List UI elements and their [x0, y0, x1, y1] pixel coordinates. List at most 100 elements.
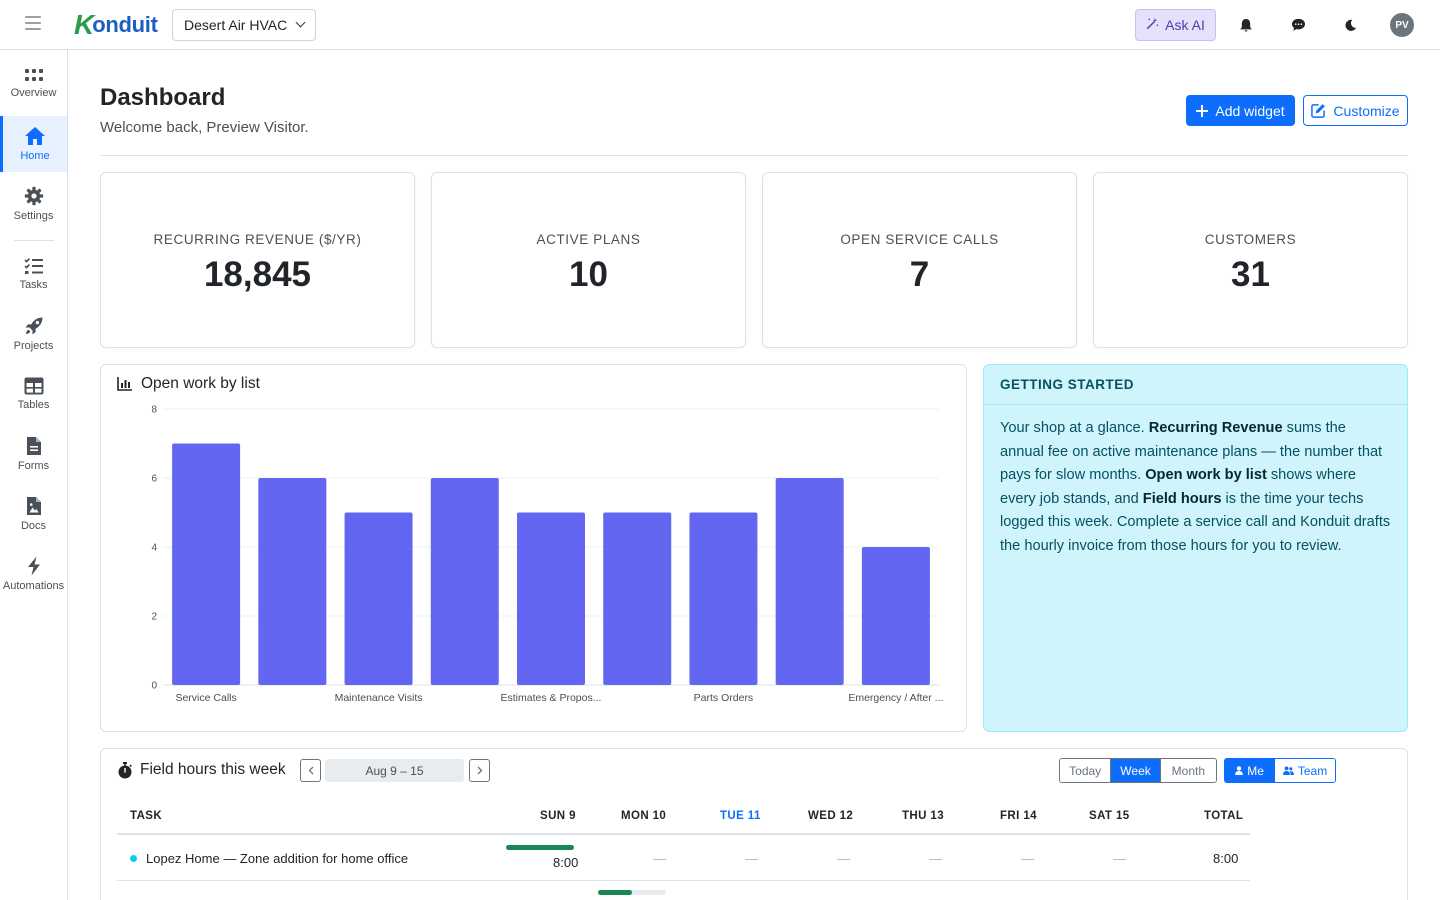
lightning-icon: [27, 556, 40, 576]
task-cell: Lopez Home — Zone addition for home offi…: [130, 851, 408, 866]
moon-icon[interactable]: [1339, 14, 1361, 36]
sidebar-item-label: Tasks: [19, 279, 48, 291]
add-widget-label: Add widget: [1215, 102, 1285, 119]
scope-team-button[interactable]: Team: [1274, 759, 1335, 782]
column-header-thu: Thu 13: [902, 810, 945, 822]
customize-button[interactable]: Customize: [1303, 95, 1408, 126]
column-header-sun: Sun 9: [540, 810, 576, 822]
sun-hours-cell: 8:00: [553, 855, 579, 870]
scope-me-label: Me: [1247, 763, 1264, 778]
menu-icon[interactable]: [25, 16, 41, 30]
table-header-row: Task Sun 9 Mon 10 Tue 11 Wed 12 Thu 13 F…: [117, 799, 1250, 835]
ask-ai-button[interactable]: Ask AI: [1135, 9, 1216, 41]
table-row[interactable]: [117, 881, 1250, 900]
chart-title-text: Open work by list: [141, 375, 260, 392]
people-icon: [1282, 766, 1294, 775]
text-segment: Your shop at a glance.: [1000, 420, 1149, 436]
doc-icon: [26, 497, 41, 515]
status-dot: [130, 855, 137, 862]
sat-hours-cell: —: [1113, 851, 1126, 866]
scope-team-label: Team: [1297, 763, 1328, 778]
sidebar-item-home[interactable]: Home: [0, 116, 67, 172]
sidebar-item-label: Tables: [17, 399, 50, 411]
bell-icon[interactable]: [1235, 14, 1257, 36]
sidebar: Overview Home Settings Tasks: [0, 50, 68, 900]
sidebar-item-tables[interactable]: Tables: [0, 366, 67, 422]
sidebar-item-projects[interactable]: Projects: [0, 306, 67, 362]
sidebar-item-label: Settings: [13, 210, 54, 222]
header-divider: [100, 155, 1408, 156]
chart-bar[interactable]: [603, 512, 672, 686]
sidebar-item-automations[interactable]: Automations: [0, 546, 67, 602]
kpi-value: 10: [569, 255, 608, 294]
grid-icon: [24, 69, 43, 81]
checklist-icon: [23, 258, 43, 274]
chat-icon[interactable]: [1287, 14, 1309, 36]
edit-icon: [1311, 104, 1326, 118]
stopwatch-icon: [118, 761, 132, 778]
kpi-label: Open Service Calls: [840, 232, 999, 247]
week-range: Aug 9 – 15: [325, 759, 464, 782]
add-widget-button[interactable]: Add widget: [1186, 95, 1295, 126]
sidebar-item-label: Projects: [13, 340, 54, 352]
chart-bar[interactable]: [344, 512, 413, 686]
chart-bar[interactable]: [775, 478, 844, 685]
previous-week-button[interactable]: [300, 759, 321, 782]
x-tick-label: Estimates & Propos...: [501, 692, 602, 704]
period-week-button[interactable]: Week: [1110, 759, 1160, 782]
wed-hours-cell: —: [837, 851, 850, 866]
y-tick-label: 8: [151, 405, 157, 416]
bar-chart-icon: [117, 377, 132, 391]
highlight-term: Recurring Revenue: [1148, 420, 1283, 436]
text-segment: sums the annual fee on active maintenanc…: [1000, 420, 1383, 484]
ask-ai-label: Ask AI: [1165, 17, 1205, 33]
period-month-button[interactable]: Month: [1159, 759, 1216, 782]
chart-title: Open work by list: [117, 375, 260, 393]
column-header-fri: Fri 14: [1000, 810, 1037, 822]
rocket-icon: [25, 317, 42, 335]
total-hours-cell: 8:00: [1213, 851, 1239, 866]
sidebar-item-overview[interactable]: Overview: [0, 56, 67, 112]
kpi-card-customers: Customers 31: [1093, 172, 1408, 348]
kpi-value: 31: [1231, 255, 1270, 294]
chart-bar[interactable]: [689, 512, 758, 686]
period-today-button[interactable]: Today: [1060, 759, 1111, 782]
organization-name: Desert Air HVAC: [184, 17, 288, 33]
avatar[interactable]: PV: [1390, 13, 1414, 37]
scope-me-button[interactable]: Me: [1225, 759, 1275, 782]
top-bar: K onduit Desert Air HVAC Ask AI PV: [0, 0, 1440, 50]
kpi-card-recurring-revenue: Recurring Revenue ($/yr) 18,845: [100, 172, 415, 348]
logo[interactable]: K onduit: [74, 10, 158, 40]
chart-bar[interactable]: [258, 478, 327, 685]
y-tick-label: 4: [151, 543, 157, 554]
sidebar-item-docs[interactable]: Docs: [0, 486, 67, 542]
y-tick-label: 2: [151, 612, 157, 623]
field-hours-card: Field hours this week Aug 9 – 15 Today W…: [100, 748, 1408, 900]
page-title: Dashboard: [100, 84, 226, 111]
scope-toggle: Me Team: [1224, 758, 1336, 783]
logo-text: onduit: [92, 12, 158, 37]
chart-bar[interactable]: [430, 478, 499, 685]
text-segment: shows where every job stands, and: [1000, 467, 1357, 507]
y-tick-label: 6: [151, 474, 157, 485]
chart-bar[interactable]: [517, 512, 585, 686]
kpi-label: Recurring Revenue ($/yr): [153, 232, 362, 247]
chart-bar[interactable]: [172, 443, 241, 686]
sidebar-divider: [14, 240, 54, 241]
chart-bar[interactable]: [861, 547, 930, 685]
table-row[interactable]: Lopez Home — Zone addition for home offi…: [117, 835, 1250, 881]
sidebar-item-label: Forms: [17, 460, 50, 472]
x-tick-label: Emergency / After ...: [848, 692, 943, 704]
field-hours-title: Field hours this week: [117, 761, 286, 779]
next-week-button[interactable]: [469, 759, 490, 782]
column-header-mon: Mon 10: [621, 810, 667, 822]
tue-hours-cell: —: [745, 851, 758, 866]
page-subtitle: Welcome back, Preview Visitor.: [100, 119, 309, 136]
sidebar-item-forms[interactable]: Forms: [0, 426, 67, 482]
kpi-label: Customers: [1204, 232, 1297, 247]
organization-select[interactable]: Desert Air HVAC: [172, 9, 317, 41]
sidebar-item-tasks[interactable]: Tasks: [0, 246, 67, 302]
sun-hours-bar-fill: [506, 845, 574, 850]
sidebar-item-settings[interactable]: Settings: [0, 176, 67, 232]
column-header-wed: Wed 12: [808, 810, 854, 822]
